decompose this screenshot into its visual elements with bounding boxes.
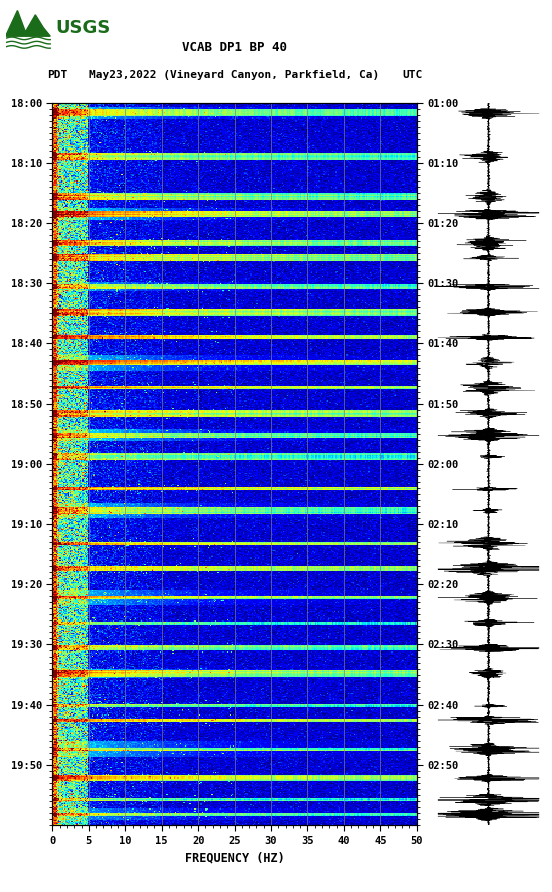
Text: May23,2022 (Vineyard Canyon, Parkfield, Ca): May23,2022 (Vineyard Canyon, Parkfield, … (89, 70, 380, 80)
X-axis label: FREQUENCY (HZ): FREQUENCY (HZ) (185, 851, 284, 864)
Text: USGS: USGS (55, 19, 110, 37)
Text: UTC: UTC (402, 70, 422, 80)
Text: PDT: PDT (47, 70, 67, 80)
Text: VCAB DP1 BP 40: VCAB DP1 BP 40 (182, 40, 287, 54)
Polygon shape (6, 11, 50, 37)
